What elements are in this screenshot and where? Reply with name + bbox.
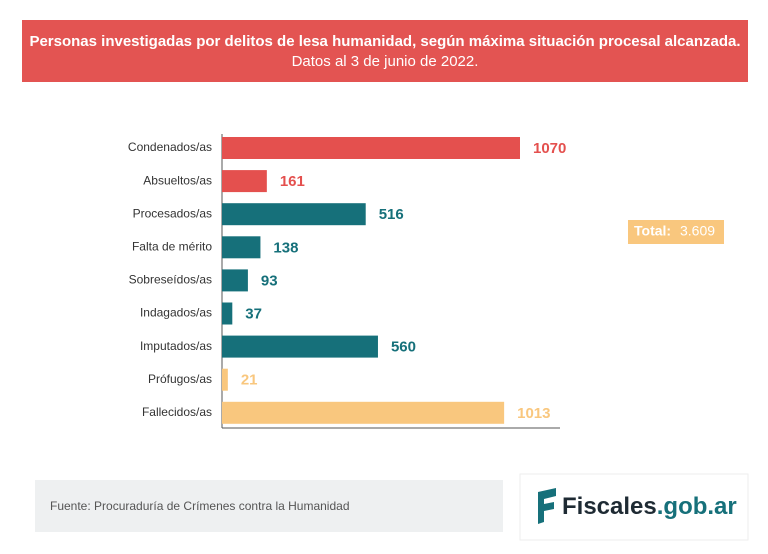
bar xyxy=(222,302,233,325)
category-label: Absueltos/as xyxy=(143,173,212,187)
title-banner xyxy=(22,20,748,82)
bar xyxy=(222,203,366,226)
logo-box xyxy=(519,473,749,541)
category-label: Fallecidos/as xyxy=(142,405,212,419)
logo-icon xyxy=(538,488,556,524)
chart-subtitle: Datos al 3 de junio de 2022. xyxy=(292,53,479,70)
category-label: Prófugos/as xyxy=(148,372,212,386)
source: Fuente: Procuraduría de Crímenes contra … xyxy=(50,499,350,513)
bar xyxy=(222,335,378,358)
category-label: Procesados/as xyxy=(133,206,212,220)
bar xyxy=(222,137,520,159)
source-box xyxy=(35,480,503,532)
logo-part: .gob.ar xyxy=(657,493,737,520)
bar xyxy=(222,269,248,292)
chart-title: Personas investigadas por delitos de les… xyxy=(29,33,740,50)
category-label: Imputados/as xyxy=(140,339,212,353)
value-label: 138 xyxy=(273,239,298,256)
value-label: 37 xyxy=(245,305,262,322)
value-label: 161 xyxy=(280,173,305,190)
category-label: Falta de mérito xyxy=(132,239,212,253)
bar xyxy=(222,170,267,193)
bar xyxy=(222,368,228,391)
value-label: 1013 xyxy=(517,405,550,422)
logo-text: Fiscales.gob.ar xyxy=(562,493,737,520)
category-label: Condenados/as xyxy=(128,140,212,154)
value-label: 93 xyxy=(261,272,278,289)
total-label: Total: xyxy=(634,223,671,239)
value-label: 21 xyxy=(241,372,258,389)
category-label: Indagados/as xyxy=(140,306,212,320)
bar xyxy=(222,236,261,259)
total-value: 3.609 xyxy=(680,223,715,239)
logo-part: Fiscales xyxy=(562,493,657,520)
value-label: 560 xyxy=(391,339,416,356)
category-label: Sobreseídos/as xyxy=(129,273,212,287)
value-label: 516 xyxy=(379,206,404,223)
total-box xyxy=(628,220,724,244)
value-label: 1070 xyxy=(533,140,566,157)
bar xyxy=(222,401,505,424)
